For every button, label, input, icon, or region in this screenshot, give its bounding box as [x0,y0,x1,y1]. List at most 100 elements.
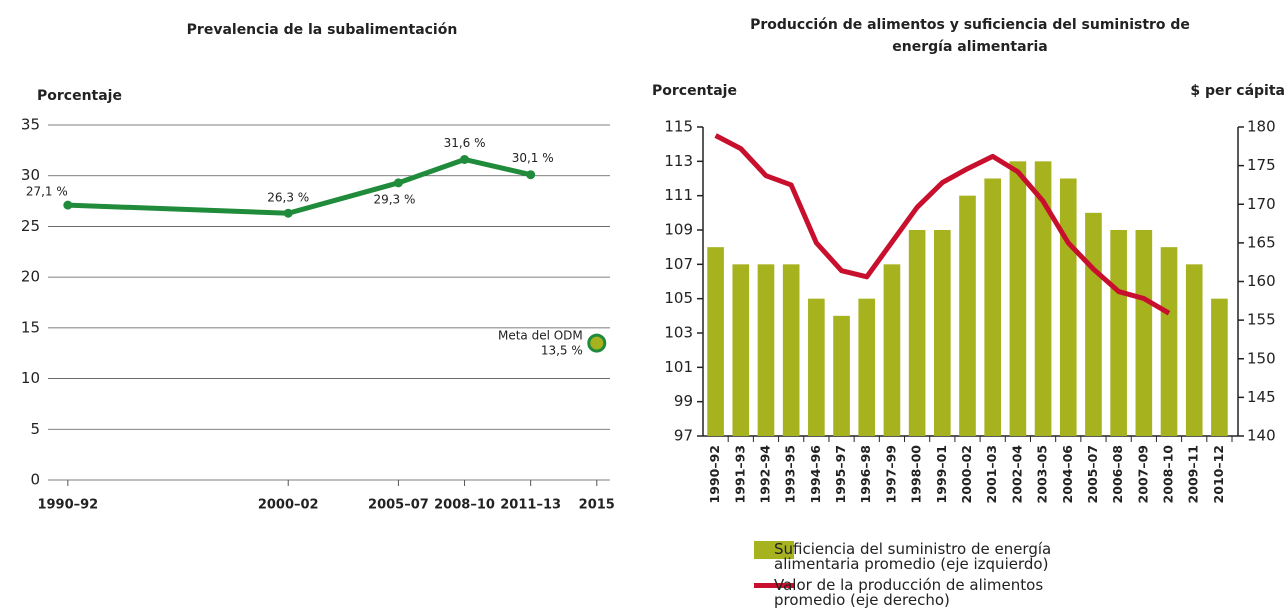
bar [959,195,976,436]
x-tick-label: 2015 [579,498,615,513]
y-tick-label: 105 [664,289,693,307]
bar [833,315,850,436]
data-label: 27,1 % [26,185,68,199]
y2-tick-label: 170 [1247,195,1276,213]
point [393,178,403,188]
line [67,156,532,216]
y-tick-label: 35 [21,116,40,134]
legend-swatch [754,583,794,588]
x-tick-label: 2008–10 [1161,445,1176,504]
y2-tick-label: 165 [1247,233,1276,251]
bar [1211,298,1228,436]
legend-swatch [754,541,794,559]
data-label: 31,6 % [444,136,486,150]
y2-tick-label: 175 [1247,156,1276,174]
bar [1085,212,1102,436]
x-tick-label: 1994–96 [808,445,823,504]
x-tick-label: 2008–10 [434,498,495,513]
legend-label: Suficiencia del suministro de energía al… [774,540,1052,573]
y2-tick-label: 145 [1247,388,1276,406]
line [714,133,1171,316]
bar [858,298,876,436]
x-tick-label: 2000–02 [258,498,319,513]
legend-label: Valor de la producción de alimentos prom… [774,576,1044,608]
target-point [587,333,607,353]
x-tick-label: 1998–00 [909,445,924,504]
bar [933,230,951,436]
annotation: 13,5 % [541,344,583,358]
x-tick-label: 1997–99 [883,445,898,503]
point [460,154,470,164]
y-tick-label: 111 [664,186,693,204]
x-tick-label: 1990–92 [707,445,722,503]
chart-title: Prevalencia de la subalimentación [186,22,458,38]
bar [883,264,901,436]
y-tick-label: 113 [664,152,693,170]
point [283,208,293,218]
y2-axis-title: $ per cápita [1190,83,1285,99]
x-tick-label: 1993–95 [783,445,798,503]
bar [782,264,800,436]
bar [707,247,724,436]
y-tick-label: 10 [21,369,40,387]
bar [1059,178,1077,436]
x-tick-label: 1996–98 [858,445,873,503]
y-tick-label: 0 [30,471,40,489]
y-tick-label: 109 [664,221,693,239]
y2-tick-label: 180 [1247,118,1276,136]
x-tick-label: 1995–97 [833,445,848,503]
x-tick-label: 1999–01 [934,445,949,503]
x-tick-label: 2010–12 [1211,445,1226,503]
data-label: 29,3 % [373,192,415,206]
x-tick-label: 2002–04 [1009,445,1024,504]
y2-tick-label: 140 [1247,427,1276,445]
y-tick-label: 30 [21,166,40,184]
x-tick-label: 1991–93 [732,445,747,503]
y-tick-label: 20 [21,268,40,286]
y-tick-label: 25 [21,217,40,235]
y-axis-title: Porcentaje [652,83,737,99]
bar [908,230,926,436]
point [63,200,73,210]
bar [1110,230,1127,436]
bar [808,298,825,436]
y-tick-label: 115 [664,118,693,136]
y-tick-label: 99 [674,392,693,410]
y2-tick-label: 160 [1247,272,1276,290]
y-tick-label: 97 [674,427,693,445]
chart-title: Producción de alimentos y suficiencia de… [750,17,1190,55]
bar [1009,161,1027,437]
bar [1160,247,1178,436]
x-tick-label: 2000–02 [959,445,974,503]
x-tick-label: 2006–08 [1110,445,1125,503]
y-tick-label: 103 [664,324,693,342]
x-tick-label: 2001–03 [984,445,999,503]
bar [757,264,775,436]
bar [732,264,750,436]
x-tick-label: 2007–09 [1135,445,1150,503]
bar [984,178,1002,436]
y-axis-title: Porcentaje [37,88,122,104]
y2-tick-label: 150 [1247,349,1276,367]
bar [1034,161,1052,437]
data-label: 26,3 % [267,191,309,205]
x-tick-label: 2011–13 [500,498,561,513]
y-tick-label: 101 [664,358,693,376]
x-tick-label: 1990–92 [37,498,98,513]
annotation: Meta del ODM [498,329,583,343]
x-tick-label: 2005–07 [368,498,429,513]
x-tick-label: 2004–06 [1060,445,1075,504]
y-tick-label: 5 [30,420,40,438]
x-tick-label: 1992–94 [757,445,772,504]
y2-tick-label: 155 [1247,311,1276,329]
x-tick-label: 2009–11 [1186,445,1201,503]
y-tick-label: 15 [21,318,40,336]
point [526,170,536,180]
x-tick-label: 2005–07 [1085,445,1100,503]
bar [1135,230,1153,436]
bar [1185,264,1203,436]
data-label: 30,1 % [512,151,554,165]
x-tick-label: 2003–05 [1035,445,1050,503]
